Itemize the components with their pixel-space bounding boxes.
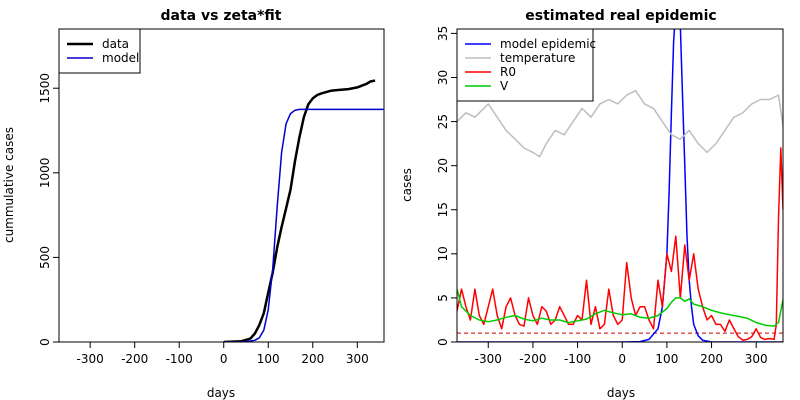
- legend-entry: model epidemic: [500, 37, 596, 51]
- y-tick-label: 1500: [38, 73, 52, 104]
- legend-box: [456, 28, 594, 102]
- x-tick-label: 100: [257, 352, 280, 366]
- panel-cumulative-cases: data vs zeta*fit days cummulative cases …: [2, 8, 385, 400]
- legend-entry: R0: [500, 65, 516, 79]
- panel-real-epidemic: estimated real epidemic days cases -300 -…: [400, 8, 784, 400]
- legend-entry: V: [500, 79, 509, 93]
- y-tick-label: 20: [436, 158, 450, 173]
- series-temperature: [457, 89, 783, 158]
- y-axis-label: cases: [400, 168, 414, 202]
- series-r0: [457, 147, 783, 341]
- y-tick-label: 35: [436, 26, 450, 41]
- series-data: [223, 79, 376, 342]
- y-tick-label: 1000: [38, 158, 52, 189]
- y-tick-label: 5: [436, 294, 450, 302]
- x-tick-label: -300: [475, 352, 502, 366]
- y-tick-label: 10: [436, 246, 450, 261]
- x-axis-label: days: [207, 386, 235, 400]
- legend-box: [58, 28, 141, 74]
- x-tick-label: 0: [220, 352, 228, 366]
- x-tick-label: 300: [745, 352, 768, 366]
- y-tick-label: 0: [38, 338, 52, 346]
- x-tick-label: -300: [77, 352, 104, 366]
- chart-title: estimated real epidemic: [525, 8, 716, 24]
- legend-entry: model: [102, 51, 139, 65]
- y-tick-label: 30: [436, 70, 450, 85]
- x-tick-label: 200: [700, 352, 723, 366]
- x-tick-label: -200: [519, 352, 546, 366]
- y-tick-label: 0: [436, 338, 450, 346]
- legend-entry: temperature: [500, 51, 575, 65]
- plot-frame: [58, 28, 385, 343]
- y-axis-label: cummulative cases: [2, 127, 16, 243]
- x-axis-label: days: [607, 386, 635, 400]
- x-tick-label: 0: [618, 352, 626, 366]
- legend-entry: data: [102, 37, 129, 51]
- y-tick-label: 500: [38, 246, 52, 269]
- x-tick-label: 300: [346, 352, 369, 366]
- series-model: [223, 108, 384, 342]
- series-group: [223, 79, 384, 342]
- x-tick-label: 100: [655, 352, 678, 366]
- x-tick-label: -200: [121, 352, 148, 366]
- plot-frame: [456, 28, 784, 343]
- x-tick-label: 200: [301, 352, 324, 366]
- x-tick-label: -100: [564, 352, 591, 366]
- series-group: [457, 29, 783, 342]
- series-model-epidemic: [457, 29, 783, 342]
- chart-title: data vs zeta*fit: [161, 8, 282, 24]
- x-tick-label: -100: [166, 352, 193, 366]
- y-tick-label: 15: [436, 202, 450, 217]
- y-tick-label: 25: [436, 114, 450, 129]
- series-v: [457, 288, 783, 327]
